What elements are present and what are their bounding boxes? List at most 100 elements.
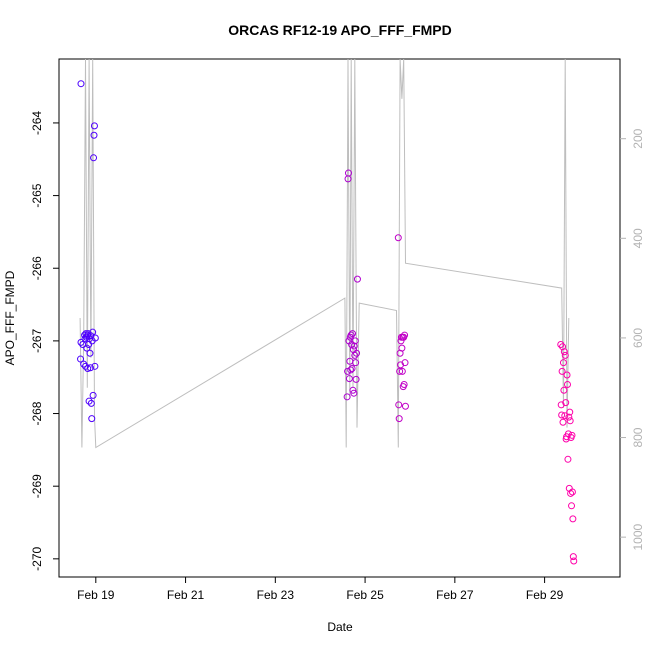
data-point: [86, 349, 94, 357]
data-point: [558, 411, 566, 419]
x-tick-label: Feb 19: [77, 588, 115, 602]
data-point: [401, 331, 409, 339]
data-point: [566, 417, 574, 425]
data-point: [559, 418, 567, 426]
plot-frame: [58, 58, 621, 578]
data-point: [568, 431, 576, 439]
x-axis: Feb 19 Feb 21 Feb 23 Feb 25 Feb 27 Feb 29: [77, 577, 564, 602]
plot-border: [58, 58, 621, 578]
data-point: [351, 337, 359, 345]
x-tick-label: Feb 23: [257, 588, 295, 602]
data-point: [394, 234, 402, 242]
data-point: [90, 154, 98, 162]
data-point: [347, 331, 355, 339]
data-point: [564, 455, 572, 463]
data-point: [398, 344, 406, 352]
data-point: [349, 386, 357, 394]
data-points: [77, 80, 578, 565]
data-point: [89, 328, 97, 336]
data-point: [81, 362, 89, 370]
data-point: [395, 401, 403, 409]
data-point: [568, 502, 576, 510]
data-point: [84, 364, 92, 372]
data-point: [91, 334, 99, 342]
data-point: [343, 393, 351, 401]
data-point: [77, 355, 85, 363]
data-point: [401, 359, 409, 367]
y2-tick-label: 600: [631, 328, 645, 348]
x-tick-label: Feb 27: [436, 588, 474, 602]
data-point: [395, 415, 403, 423]
data-point: [566, 408, 574, 416]
data-point: [80, 360, 88, 368]
y-axis-label: APO_FFF_FMPD: [3, 270, 17, 365]
data-point: [569, 553, 577, 561]
data-point: [396, 367, 404, 375]
y2-tick-label: 800: [631, 427, 645, 447]
data-point: [347, 366, 355, 374]
data-point: [90, 122, 98, 130]
data-point: [77, 338, 85, 346]
y-tick-label: -269: [30, 474, 44, 498]
data-point: [345, 375, 353, 383]
data-point: [350, 342, 358, 350]
y-tick-label: -270: [30, 547, 44, 571]
data-point: [352, 359, 360, 367]
data-point: [568, 488, 576, 496]
data-point: [561, 412, 569, 420]
data-point: [351, 351, 359, 359]
x-tick-label: Feb 29: [526, 588, 564, 602]
x-axis-label: Date: [327, 620, 353, 634]
secondary-series: [79, 58, 570, 449]
y-tick-label: -268: [30, 401, 44, 425]
y-tick-label: -264: [30, 111, 44, 135]
data-point: [559, 359, 567, 367]
data-point: [557, 341, 565, 349]
data-point: [560, 348, 568, 356]
data-point: [352, 375, 360, 383]
data-point: [87, 399, 95, 407]
data-point: [85, 397, 93, 405]
data-point: [563, 380, 571, 388]
data-point: [561, 351, 569, 359]
data-point: [565, 413, 573, 421]
data-point: [344, 175, 352, 183]
data-point: [558, 367, 566, 375]
data-point: [560, 386, 568, 394]
data-point: [88, 415, 96, 423]
data-point: [563, 371, 571, 379]
y-tick-label: -265: [30, 183, 44, 207]
secondary-series-line: [79, 58, 570, 449]
data-point: [77, 80, 85, 88]
data-point: [91, 362, 99, 370]
x-tick-label: Feb 25: [346, 588, 384, 602]
x-tick-label: Feb 21: [167, 588, 205, 602]
y-axis-right: 200 400 600 800 1000: [620, 128, 645, 551]
data-point: [83, 344, 91, 352]
chart-title: ORCAS RF12-19 APO_FFF_FMPD: [228, 22, 452, 38]
data-point: [90, 131, 98, 139]
y-tick-label: -266: [30, 256, 44, 280]
data-point: [398, 367, 406, 375]
data-point: [82, 333, 90, 341]
data-point: [353, 275, 361, 283]
data-point: [353, 349, 361, 357]
data-point: [86, 364, 94, 372]
y2-tick-label: 400: [631, 228, 645, 248]
data-point: [569, 515, 577, 523]
data-point: [570, 557, 578, 565]
data-point: [401, 402, 409, 410]
data-point: [348, 364, 356, 372]
data-point: [567, 489, 575, 497]
data-point: [89, 391, 97, 399]
y2-tick-label: 200: [631, 128, 645, 148]
data-point: [344, 169, 352, 177]
data-point: [350, 389, 358, 397]
y2-tick-label: 1000: [631, 523, 645, 550]
data-point: [562, 399, 570, 407]
y-tick-label: -267: [30, 329, 44, 353]
y-axis-left: -264 -265 -266 -267 -268 -269 -270: [30, 111, 59, 571]
data-point: [349, 330, 357, 338]
data-point: [400, 380, 408, 388]
